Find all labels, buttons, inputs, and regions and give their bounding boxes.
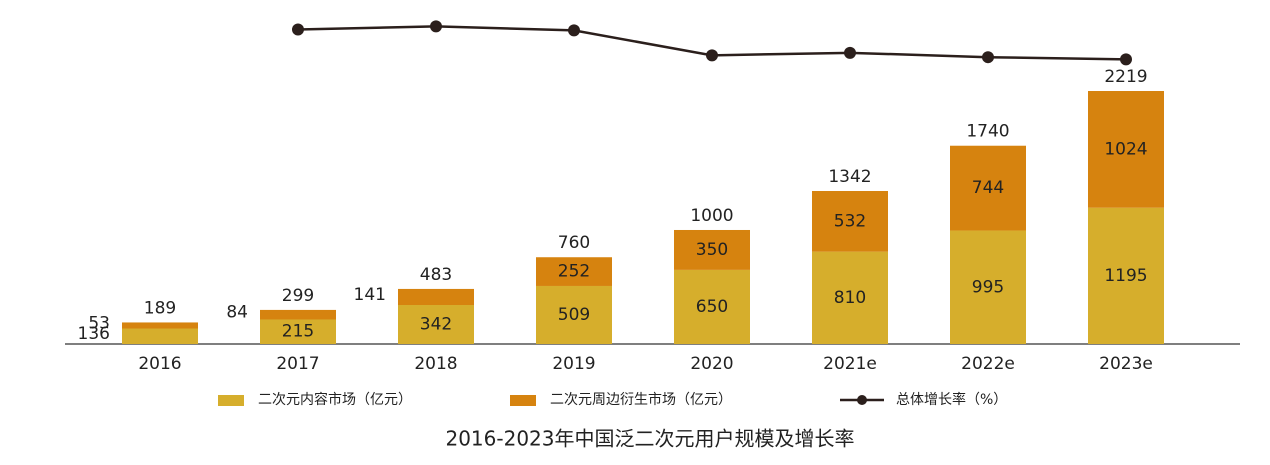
x-tick-label: 2021e [823, 354, 877, 374]
value-label: 141 [354, 285, 386, 305]
legend-label: 二次元内容市场（亿元） [258, 391, 412, 408]
bar-segment [398, 305, 474, 344]
value-label: 1195 [1104, 266, 1147, 286]
value-label: 532 [834, 211, 866, 231]
value-label: 744 [972, 178, 1004, 198]
value-label: 1024 [1104, 139, 1147, 159]
bar-segment [950, 230, 1026, 344]
line-point [292, 23, 304, 36]
value-label: 342 [420, 315, 452, 335]
bar-segment [122, 322, 198, 329]
value-label: 136 [78, 324, 110, 344]
value-label: 252 [558, 262, 590, 282]
value-label: 995 [972, 277, 1004, 297]
legend-swatch [510, 395, 536, 406]
value-label: 650 [696, 297, 728, 317]
bar-segment [398, 288, 474, 306]
x-tick-label: 2016 [138, 354, 181, 374]
total-label: 1342 [828, 167, 871, 187]
bar-segment [536, 257, 612, 286]
x-tick-label: 2023e [1099, 354, 1153, 374]
legend-swatch [218, 395, 244, 406]
total-label: 483 [420, 265, 452, 285]
legend-label: 二次元周边衍生市场（亿元） [550, 391, 732, 408]
value-label: 215 [282, 322, 314, 342]
line-point [1120, 53, 1132, 66]
total-label: 299 [282, 286, 314, 306]
value-label: 350 [696, 240, 728, 260]
x-tick-label: 2020 [690, 354, 733, 374]
line-point [982, 51, 994, 64]
legend-marker [857, 395, 867, 405]
bar-segment [674, 229, 750, 270]
bar-segment [1088, 207, 1164, 344]
bar-segment [260, 309, 336, 320]
chart-title: 2016-2023年中国泛二次元用户规模及增长率 [445, 427, 854, 451]
bar-segment [812, 190, 888, 252]
bar-segment [812, 251, 888, 344]
bar-segment [536, 285, 612, 344]
bar-segment [1088, 91, 1164, 208]
total-label: 760 [558, 233, 590, 253]
value-label: 509 [558, 305, 590, 325]
value-label: 53 [88, 313, 110, 333]
total-label: 1000 [690, 206, 733, 226]
bar-segment [674, 269, 750, 344]
x-tick-label: 2017 [276, 354, 319, 374]
legend-label: 总体增长率（%） [896, 391, 1007, 408]
bar-segment [950, 145, 1026, 231]
value-label: 810 [834, 288, 866, 308]
line-point [568, 24, 580, 37]
total-label: 189 [144, 298, 176, 318]
line-point [844, 46, 856, 59]
x-tick-label: 2018 [414, 354, 457, 374]
total-label: 2219 [1104, 67, 1147, 87]
bar-segment [260, 319, 336, 344]
bar-segment [122, 328, 198, 344]
line-point [430, 20, 442, 33]
total-label: 1740 [966, 122, 1009, 142]
line-point [706, 49, 718, 62]
value-label: 84 [226, 303, 248, 323]
x-tick-label: 2019 [552, 354, 595, 374]
x-tick-label: 2022e [961, 354, 1015, 374]
